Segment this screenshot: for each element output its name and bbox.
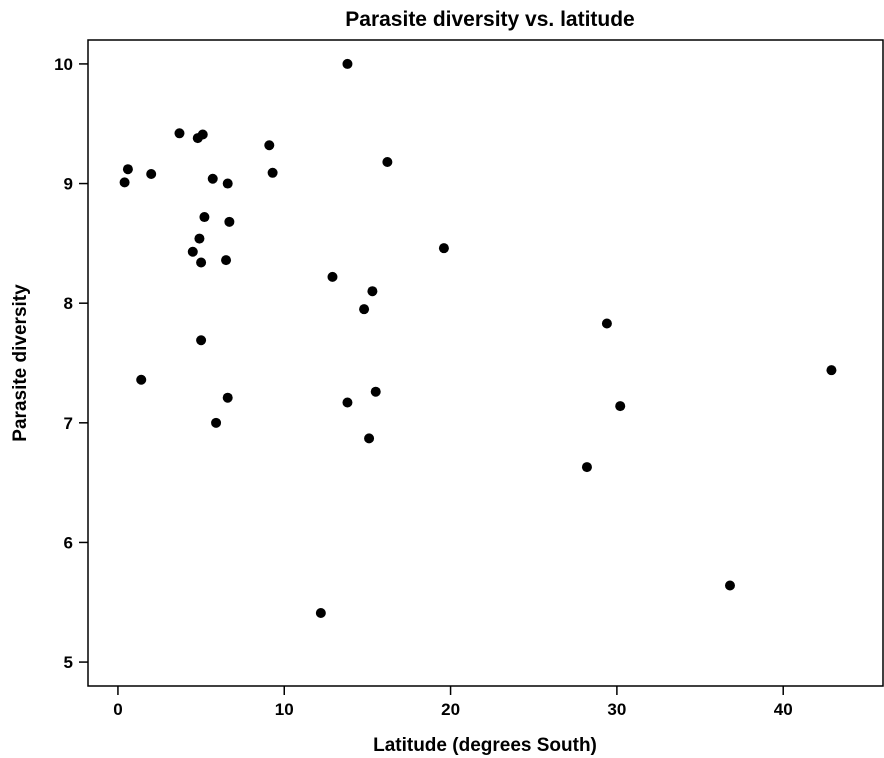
data-point <box>207 173 218 184</box>
data-point <box>367 286 378 297</box>
data-point <box>315 608 326 619</box>
data-point <box>222 392 233 403</box>
data-point <box>581 462 592 473</box>
data-point <box>136 374 147 385</box>
data-point <box>194 233 205 244</box>
data-point <box>615 401 626 412</box>
data-point <box>724 580 735 591</box>
data-point <box>438 243 449 254</box>
data-point <box>196 257 207 268</box>
data-point <box>359 304 370 315</box>
data-point <box>267 167 278 178</box>
data-point <box>196 335 207 346</box>
data-point <box>224 216 235 227</box>
x-axis-label: Latitude (degrees South) <box>373 735 597 756</box>
y-tick-label: 6 <box>64 533 73 552</box>
data-point <box>264 140 275 151</box>
data-point <box>122 164 133 175</box>
data-point <box>382 157 393 168</box>
x-tick-label: 30 <box>607 700 626 719</box>
data-point <box>327 271 338 282</box>
y-axis-label: Parasite diversity <box>10 284 31 442</box>
data-point <box>364 433 375 444</box>
y-tick-label: 5 <box>64 653 73 672</box>
data-point <box>174 128 185 139</box>
x-tick-label: 0 <box>113 700 122 719</box>
y-tick-label: 8 <box>64 294 73 313</box>
data-point <box>211 417 222 428</box>
plot-frame <box>87 39 884 687</box>
y-axis: 5 6 7 8 9 10 <box>54 55 88 672</box>
data-point <box>119 177 130 188</box>
data-point <box>146 168 157 179</box>
y-tick-label: 9 <box>64 175 73 194</box>
x-tick-label: 20 <box>441 700 460 719</box>
y-tick-label: 7 <box>64 414 73 433</box>
y-tick-label: 10 <box>54 55 73 74</box>
x-axis: 0 10 20 30 40 <box>113 686 793 719</box>
data-point <box>342 397 353 408</box>
data-point <box>342 58 353 69</box>
x-tick-label: 10 <box>275 700 294 719</box>
chart-title: Parasite diversity vs. latitude <box>345 8 634 31</box>
data-point <box>187 246 198 257</box>
data-point <box>197 129 208 140</box>
data-point <box>601 318 612 329</box>
data-point <box>221 255 232 266</box>
data-point <box>826 365 837 376</box>
data-point <box>370 386 381 397</box>
data-point <box>199 212 210 223</box>
data-point <box>222 178 233 189</box>
data-points <box>119 58 837 619</box>
x-tick-label: 40 <box>774 700 793 719</box>
